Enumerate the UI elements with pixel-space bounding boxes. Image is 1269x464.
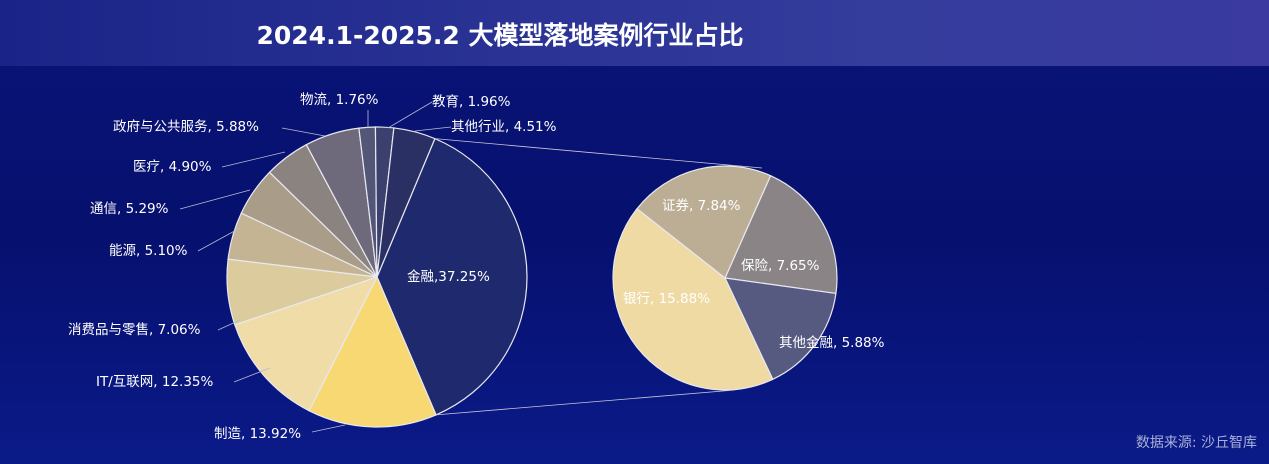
- leader-line-1: [311, 424, 346, 433]
- connector-line-top: [434, 138, 763, 169]
- main-slice-0[interactable]: [376, 137, 528, 416]
- secondary-label-3: 证券, 7.84%: [662, 198, 741, 214]
- leader-line-7: [281, 127, 326, 137]
- leader-line-3: [217, 319, 241, 331]
- main-label-4: 能源, 5.10%: [109, 243, 188, 259]
- chart-title: 2024.1-2025.2 大模型落地案例行业占比: [256, 21, 744, 50]
- main-label-0: 金融,37.25%: [407, 269, 490, 285]
- connector-line-bottom: [435, 389, 736, 416]
- data-source: 数据来源: 沙丘智库: [1135, 435, 1257, 451]
- main-label-10: 其他行业, 4.51%: [451, 119, 557, 135]
- leader-line-4: [197, 227, 241, 252]
- leader-line-6: [221, 151, 286, 168]
- leader-line-10: [414, 126, 452, 132]
- secondary-label-0: 保险, 7.65%: [741, 258, 820, 274]
- main-label-3: 消费品与零售, 7.06%: [68, 322, 201, 338]
- secondary-slice-2[interactable]: [612, 207, 774, 391]
- main-label-8: 物流, 1.76%: [300, 92, 379, 108]
- secondary-label-2: 银行, 15.88%: [623, 291, 710, 307]
- main-label-5: 通信, 5.29%: [90, 201, 169, 217]
- main-label-2: IT/互联网, 12.35%: [96, 374, 214, 390]
- leader-line-9: [387, 101, 433, 129]
- leader-line-2: [233, 367, 271, 383]
- secondary-slice-3[interactable]: [636, 165, 772, 279]
- main-label-9: 教育, 1.96%: [432, 94, 511, 110]
- secondary-label-1: 其他金融, 5.88%: [779, 335, 885, 351]
- main-slice-2[interactable]: [234, 275, 379, 412]
- secondary-slice-1[interactable]: [723, 277, 837, 381]
- secondary-slice-0[interactable]: [724, 174, 838, 295]
- title-band: [0, 0, 1269, 66]
- main-label-7: 政府与公共服务, 5.88%: [113, 119, 259, 135]
- main-slice-10[interactable]: [376, 127, 436, 278]
- main-label-1: 制造, 13.92%: [214, 426, 301, 442]
- main-label-6: 医疗, 4.90%: [133, 159, 212, 175]
- leader-line-5: [179, 189, 251, 210]
- main-slice-1[interactable]: [308, 275, 437, 428]
